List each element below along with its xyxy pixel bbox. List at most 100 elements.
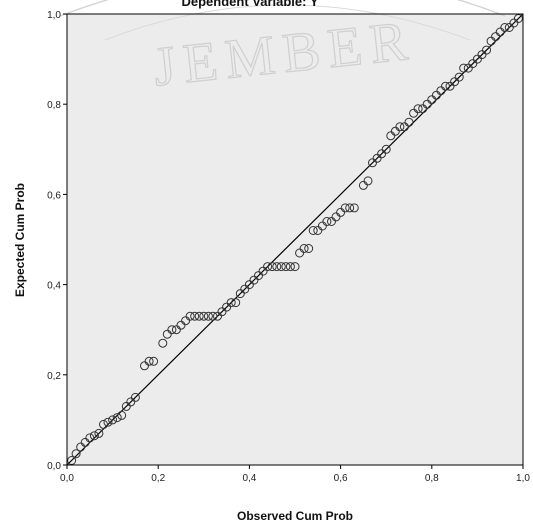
data-point <box>258 266 268 276</box>
x-tick-label: 0,8 <box>425 473 439 484</box>
data-point <box>427 95 437 105</box>
data-point <box>235 289 245 299</box>
data-point <box>208 311 218 321</box>
y-tick-label: 0,6 <box>47 190 61 201</box>
data-point <box>482 45 491 55</box>
data-point <box>331 212 341 222</box>
data-point <box>117 410 127 420</box>
x-tick-label: 0,4 <box>242 473 256 484</box>
data-point <box>108 415 118 425</box>
data-point <box>436 86 446 96</box>
data-point <box>308 226 318 235</box>
data-point <box>509 18 519 28</box>
data-point <box>454 72 464 82</box>
data-point <box>222 302 232 312</box>
data-point <box>140 361 149 371</box>
data-point <box>126 397 136 407</box>
data-point <box>431 90 441 100</box>
data-point <box>295 248 305 258</box>
watermark-arc-inner <box>104 4 471 41</box>
data-point <box>231 298 241 308</box>
data-point <box>144 356 154 366</box>
data-point <box>80 437 90 447</box>
data-point <box>372 153 382 163</box>
data-point <box>85 433 95 443</box>
data-point <box>495 27 505 37</box>
data-point <box>226 298 236 308</box>
plot-frame <box>66 13 524 466</box>
data-point <box>304 244 314 253</box>
x-axis-ticks: 0,0 0,2 0,4 0,6 0,8 1,0 <box>60 465 530 484</box>
data-point <box>486 36 496 46</box>
data-point <box>399 122 409 132</box>
data-point <box>240 284 250 294</box>
data-point <box>491 32 501 42</box>
data-point <box>413 104 423 114</box>
data-point <box>377 149 387 159</box>
x-axis-title: Observed Cum Prob <box>237 509 353 523</box>
data-point <box>368 158 377 168</box>
data-point <box>244 280 254 290</box>
data-point <box>249 275 259 285</box>
data-point <box>345 203 355 213</box>
data-point <box>363 176 373 186</box>
y-axis-ticks: 0,0 0,2 0,4 0,6 0,8 1,0 <box>47 10 67 472</box>
data-point <box>404 117 414 127</box>
data-point <box>468 59 478 69</box>
data-point <box>336 207 346 217</box>
data-point <box>171 325 181 335</box>
data-point <box>281 262 291 272</box>
x-tick-label: 0,6 <box>334 473 348 484</box>
data-point <box>176 320 186 330</box>
data-point <box>317 221 327 231</box>
data-point <box>130 392 140 402</box>
data-point <box>185 311 195 321</box>
data-point <box>162 329 172 339</box>
data-point <box>504 23 514 32</box>
x-tick-label: 0,0 <box>60 473 74 484</box>
data-point <box>94 428 104 438</box>
data-point <box>290 262 300 272</box>
data-point <box>500 23 510 32</box>
data-point <box>463 63 473 73</box>
data-point <box>395 122 405 132</box>
data-point <box>167 325 177 335</box>
data-point <box>340 203 350 213</box>
data-point <box>203 311 213 321</box>
data-point <box>358 180 368 190</box>
data-point <box>217 307 227 317</box>
data-point <box>99 419 108 429</box>
data-point <box>263 262 273 272</box>
data-point <box>349 203 359 213</box>
data-point <box>422 99 432 109</box>
data-point <box>441 81 450 91</box>
data-point <box>194 311 204 321</box>
data-point <box>472 54 482 64</box>
y-tick-label: 0,0 <box>47 461 61 472</box>
y-axis-title: Expected Cum Prob <box>13 183 27 297</box>
data-point <box>71 449 81 459</box>
y-tick-label: 1,0 <box>47 10 61 21</box>
data-point <box>409 108 419 118</box>
x-tick-label: 1,0 <box>516 473 530 484</box>
data-point <box>112 413 122 423</box>
data-point <box>386 131 396 141</box>
data-point <box>285 262 295 272</box>
data-point <box>272 262 282 272</box>
y-tick-label: 0,2 <box>47 371 61 382</box>
data-point <box>158 338 168 348</box>
y-tick-label: 0,4 <box>47 281 61 292</box>
data-point <box>181 316 191 326</box>
x-tick-label: 0,2 <box>151 473 165 484</box>
data-points <box>67 14 523 465</box>
data-point <box>381 144 391 154</box>
data-point <box>190 311 200 321</box>
data-point <box>121 401 131 411</box>
data-point <box>213 311 222 321</box>
data-point <box>76 442 86 452</box>
data-point <box>267 262 277 272</box>
data-point <box>327 217 336 226</box>
data-point <box>450 77 460 87</box>
